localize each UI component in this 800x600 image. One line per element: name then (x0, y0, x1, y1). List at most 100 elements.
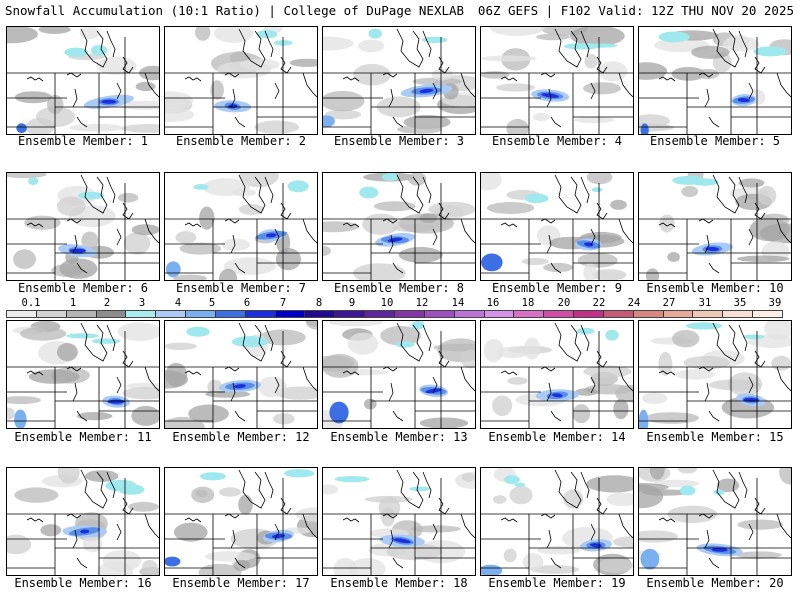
snowfall-contour (117, 322, 159, 341)
state-boundary (26, 76, 44, 82)
snowfall-contour (329, 321, 383, 327)
snowfall-contour (287, 180, 309, 193)
ensemble-member-label: Ensemble Member: 19 (488, 576, 626, 590)
snowfall-contour (77, 191, 105, 200)
state-boundary (596, 202, 608, 220)
snowfall-contour (398, 247, 443, 263)
state-boundary (342, 370, 360, 376)
ensemble-member-label: Ensemble Member: 3 (333, 134, 465, 148)
snowfall-contour (481, 564, 503, 575)
ensemble-member-map (6, 467, 160, 576)
snowfall-contour (509, 485, 533, 505)
state-boundary (80, 174, 108, 214)
snowfall-contour (193, 184, 209, 190)
snowfall-contour (7, 27, 38, 44)
snowfall-contour (239, 173, 279, 188)
snowfall-contour (481, 173, 502, 191)
state-boundary (230, 529, 236, 549)
snowfall-contour (524, 193, 549, 204)
state-boundary (302, 218, 317, 244)
state-boundary (550, 410, 562, 422)
state-boundary (546, 529, 552, 549)
snowfall-contour (349, 558, 386, 575)
snowfall-map (639, 321, 791, 428)
state-boundary (106, 324, 116, 352)
state-boundary (658, 222, 676, 228)
snowfall-contour (642, 489, 689, 496)
state-boundary (234, 557, 246, 569)
state-boundary (234, 410, 246, 422)
snowfall-contour (577, 327, 595, 335)
ensemble-member-label: Ensemble Member: 10 (646, 281, 784, 295)
snowfall-contour (14, 409, 27, 428)
colorbar-swatch (753, 311, 782, 317)
state-boundary (754, 350, 766, 368)
snowfall-contour (142, 560, 158, 574)
snowfall-contour (496, 83, 535, 92)
ensemble-member-map (164, 26, 318, 135)
snowfall-contour (496, 346, 529, 359)
snowfall-contour (586, 173, 613, 185)
snowfall-contour (758, 213, 790, 227)
snowfall-contour (685, 322, 723, 330)
snowfall-contour (56, 343, 78, 362)
state-boundary (596, 350, 608, 368)
snowfall-contour (461, 349, 475, 369)
snowfall-contour (425, 388, 442, 394)
state-boundary (698, 366, 714, 372)
colorbar-swatch (156, 311, 187, 317)
state-boundary (72, 88, 78, 108)
snowfall-contour (521, 257, 549, 265)
snowfall-contour (387, 237, 403, 243)
snowfall-contour (530, 565, 580, 574)
snowfall-contour (165, 556, 181, 567)
snowfall-contour (13, 249, 36, 269)
snowfall-map (7, 321, 159, 428)
colorbar-swatch (544, 311, 575, 317)
state-boundary (274, 228, 280, 246)
colorbar-label: 0.1 (21, 297, 41, 309)
colorbar-swatch (693, 311, 724, 317)
snowfall-contour (481, 55, 537, 62)
snowfall-contour (121, 124, 159, 133)
snowfall-contour (577, 253, 618, 268)
state-boundary (590, 228, 596, 246)
colorbar-swatch (245, 311, 276, 317)
snowfall-contour (40, 524, 62, 537)
snowfall-contour (265, 233, 277, 238)
snowfall-contour (382, 173, 399, 182)
state-boundary (76, 557, 88, 569)
snowfall-contour (368, 28, 382, 39)
colorbar-label: 9 (348, 297, 356, 309)
state-boundary (392, 410, 404, 422)
colorbar-swatch (126, 311, 157, 317)
state-boundary (422, 324, 432, 352)
state-boundary (546, 88, 552, 108)
state-boundary (500, 517, 518, 523)
snowfall-contour (128, 501, 159, 512)
state-boundary (738, 176, 748, 204)
snowfall-contour (221, 238, 250, 251)
state-boundary (396, 469, 424, 509)
colorbar-label: 5 (208, 297, 216, 309)
state-boundary (184, 222, 202, 228)
state-boundary (422, 30, 432, 58)
colorbar-swatch (663, 311, 694, 317)
snowfall-contour (378, 496, 401, 519)
snowfall-contour (639, 530, 678, 543)
snowfall-contour (97, 561, 134, 575)
snowfall-contour (658, 351, 673, 376)
snowfall-contour (19, 326, 67, 341)
snowfall-contour (583, 262, 597, 280)
state-boundary (396, 28, 424, 68)
state-boundary (144, 218, 159, 244)
state-boundary (66, 513, 82, 519)
state-boundary (382, 218, 398, 224)
state-boundary (754, 202, 766, 220)
state-boundary (618, 366, 633, 392)
ensemble-member-map (322, 320, 476, 429)
snowfall-contour (640, 548, 660, 570)
state-boundary (422, 176, 432, 204)
snowfall-contour (165, 370, 189, 389)
state-boundary (224, 72, 240, 78)
